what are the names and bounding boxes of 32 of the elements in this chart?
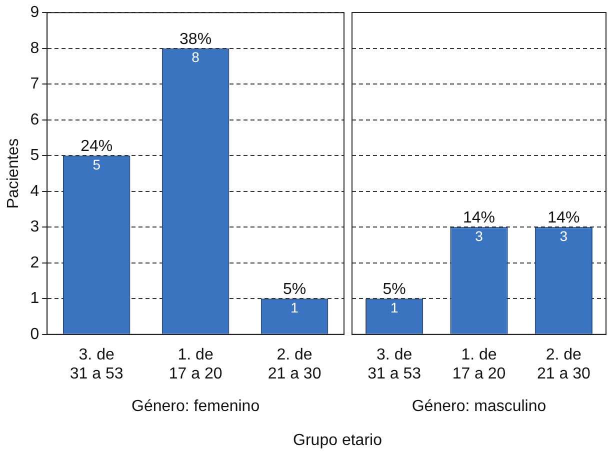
y-tick-label: 2 (30, 254, 40, 272)
data-label: 3 (475, 228, 484, 244)
y-tick-label: 3 (30, 218, 40, 236)
annotation: 38% (180, 30, 212, 48)
y-tick-label: 6 (30, 111, 40, 128)
y-tick-label: 4 (30, 182, 40, 200)
x-axis-title: Género: femenino (132, 398, 260, 415)
annotation: 14% (548, 210, 580, 227)
y-tick-label: 8 (30, 40, 40, 57)
y-axis-title: Pacientes (5, 138, 22, 209)
data-label: 8 (192, 49, 200, 66)
y-tick-label: 0 (30, 326, 40, 343)
x-tick-label: 3. de 31 a 53 (70, 346, 124, 383)
x-tick-label: 2. de 21 a 30 (536, 346, 590, 383)
x-axis-title: Género: masculino (412, 398, 546, 415)
x-tick-label: 3. de 31 a 53 (368, 346, 422, 383)
y-tick-label: 1 (30, 290, 40, 308)
data-label: 3 (560, 228, 568, 244)
x-tick-label: 1. de 17 a 20 (168, 346, 222, 383)
annotation: 14% (462, 210, 496, 227)
x-tick-label: 1. de 17 a 20 (452, 346, 506, 383)
data-label: 1 (290, 300, 299, 316)
text: Grupo etario (292, 432, 383, 450)
y-tick-label: 9 (30, 4, 40, 22)
data-label: 1 (390, 299, 398, 316)
y-tick-label: 5 (30, 147, 40, 164)
annotation: 5% (382, 281, 406, 298)
y-tick-label: 7 (30, 76, 40, 93)
annotation: 5% (282, 281, 306, 298)
x-tick-label: 2. de 21 a 30 (268, 346, 322, 383)
data-label: 5 (92, 156, 101, 172)
annotation: 24% (80, 138, 113, 156)
